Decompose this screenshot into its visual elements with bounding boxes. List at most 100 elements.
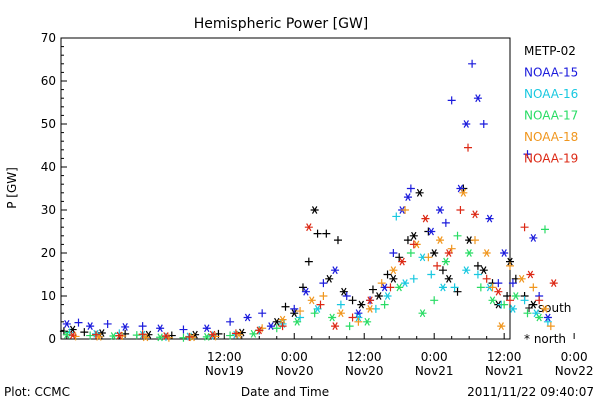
data-point (357, 300, 366, 309)
data-point (482, 249, 491, 257)
data-point (471, 236, 480, 245)
data-point (304, 223, 313, 232)
data-point (406, 249, 415, 257)
data-point (508, 279, 517, 288)
legend-entry: NOAA-18 (524, 130, 578, 144)
data-point (424, 253, 433, 262)
data-point (403, 236, 412, 245)
data-point (427, 270, 436, 279)
data-point (380, 300, 389, 309)
x-tick-time-label: 0:00 (561, 350, 588, 364)
data-point (438, 266, 447, 275)
data-point (354, 309, 363, 318)
data-point (506, 296, 514, 305)
data-point (115, 331, 124, 340)
data-point (511, 292, 520, 300)
y-tick-label: 10 (41, 289, 56, 303)
data-point (258, 309, 267, 318)
data-point (307, 296, 316, 305)
data-point (485, 214, 494, 223)
data-point (342, 292, 351, 300)
data-point (68, 331, 77, 340)
data-point (336, 309, 345, 318)
data-point (506, 261, 514, 270)
data-point (86, 331, 95, 340)
data-point (427, 227, 436, 236)
data-point (301, 287, 310, 296)
data-point (497, 322, 506, 331)
data-point (296, 307, 305, 316)
data-point (377, 279, 386, 288)
data-point (383, 292, 392, 300)
data-point (526, 270, 535, 279)
data-point (156, 333, 165, 342)
data-point (161, 332, 170, 340)
data-point (500, 300, 509, 309)
data-point (473, 270, 482, 279)
data-point (328, 313, 337, 322)
data-point (91, 330, 100, 339)
data-point (138, 330, 147, 339)
data-point (398, 257, 407, 266)
data-point (86, 322, 95, 331)
data-point (80, 328, 89, 337)
data-point (520, 296, 529, 305)
data-point (211, 332, 220, 341)
data-point (471, 210, 480, 219)
x-tick-date-label: Nov22 (555, 364, 594, 378)
data-point (319, 279, 328, 288)
data-point (488, 283, 497, 292)
x-tick-time-label: 0:00 (421, 350, 448, 364)
data-point (366, 296, 375, 305)
data-point (389, 266, 398, 275)
data-point (331, 266, 340, 275)
data-point (409, 240, 418, 249)
data-point (304, 257, 313, 266)
data-point (447, 244, 456, 253)
data-point (529, 283, 538, 292)
data-point (62, 320, 71, 328)
data-point (322, 229, 331, 238)
data-point (517, 274, 526, 283)
data-point (462, 266, 471, 275)
data-point (333, 236, 342, 245)
data-point (138, 322, 147, 331)
data-point (508, 304, 517, 313)
data-point (281, 302, 290, 311)
data-point (243, 313, 252, 322)
data-point (231, 329, 240, 338)
legend-entry: METP-02 (524, 44, 576, 58)
data-point (479, 120, 488, 128)
data-point (459, 188, 468, 197)
data-point (540, 304, 549, 313)
data-point (430, 296, 439, 305)
data-points (59, 59, 558, 342)
data-point (520, 223, 529, 232)
data-point (310, 206, 319, 214)
data-point (506, 257, 514, 266)
data-point (316, 300, 325, 309)
data-point (450, 283, 459, 292)
data-point (226, 317, 235, 326)
data-point (479, 266, 488, 275)
y-tick-label: 30 (41, 203, 56, 217)
data-point (465, 249, 474, 257)
data-point (421, 214, 430, 223)
data-point (438, 283, 447, 292)
data-point (313, 304, 322, 313)
data-point (543, 313, 552, 322)
y-tick-label: 70 (41, 31, 56, 45)
data-point (272, 324, 281, 333)
data-point (272, 317, 281, 326)
data-point (278, 315, 287, 324)
data-point (482, 274, 491, 283)
data-point (523, 150, 532, 159)
data-point (226, 331, 235, 340)
y-axis-label: P [GW] (5, 167, 19, 209)
data-point (456, 206, 465, 214)
data-point (325, 274, 334, 283)
data-point (444, 249, 453, 257)
data-point (462, 120, 471, 128)
x-tick-time-label: 0:00 (281, 350, 308, 364)
data-point (103, 319, 112, 328)
